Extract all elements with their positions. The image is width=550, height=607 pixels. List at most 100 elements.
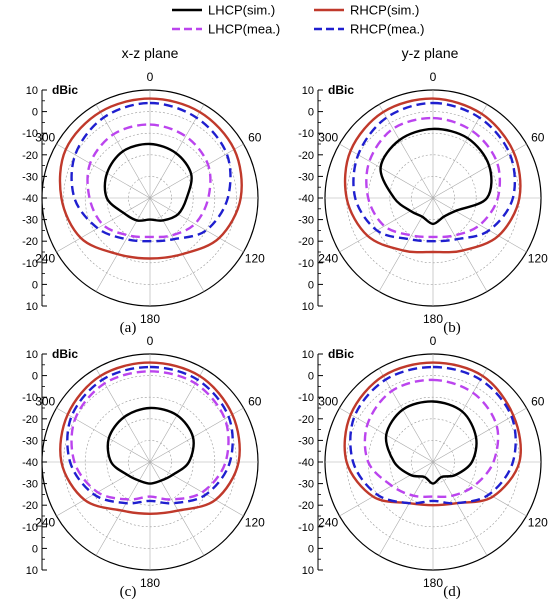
radial-tick-label: -20 bbox=[298, 500, 314, 512]
radial-axis: 10 0 -10 -20 -30 -40 -30 -20 -10 0 10 bbox=[298, 349, 323, 577]
angle-label: 180 bbox=[140, 312, 160, 326]
radial-tick-label: 10 bbox=[302, 85, 314, 97]
series-lhcpmea bbox=[363, 378, 500, 499]
series-rhcpmea bbox=[352, 101, 517, 243]
angle-label: 180 bbox=[140, 576, 160, 590]
angle-label: 180 bbox=[423, 576, 443, 590]
angle-label: 60 bbox=[531, 131, 545, 145]
grid-spoke bbox=[56, 407, 151, 463]
radial-tick-label: 0 bbox=[308, 371, 314, 383]
radial-axis: 10 0 -10 -20 -30 -40 -30 -20 -10 0 10 bbox=[22, 85, 47, 313]
angle-label: 0 bbox=[147, 334, 154, 348]
unit-label: dBic bbox=[52, 83, 78, 97]
radial-tick-label: -10 bbox=[22, 392, 38, 404]
radial-tick-label: -40 bbox=[22, 457, 38, 469]
radial-tick-label: -30 bbox=[298, 215, 314, 227]
radial-tick-label: -20 bbox=[22, 414, 38, 426]
radial-tick-label: 10 bbox=[26, 85, 38, 97]
radial-tick-label: -30 bbox=[22, 479, 38, 491]
angle-label: 300 bbox=[318, 131, 338, 145]
grid-spoke bbox=[339, 197, 434, 253]
grid-spoke bbox=[149, 461, 205, 556]
angle-label: 180 bbox=[423, 312, 443, 326]
series-rhcpmea bbox=[70, 101, 232, 243]
radial-axis: 10 0 -10 -20 -30 -40 -30 -20 -10 0 10 bbox=[298, 85, 323, 313]
series-rhcpsim bbox=[58, 97, 243, 260]
angle-label: 0 bbox=[430, 334, 437, 348]
radial-axis: 10 0 -10 -20 -30 -40 -30 -20 -10 0 10 bbox=[22, 349, 47, 577]
panel-caption: (d) bbox=[443, 584, 461, 600]
grid-spoke bbox=[378, 104, 434, 199]
radial-tick-label: -20 bbox=[22, 150, 38, 162]
angle-label: 120 bbox=[245, 516, 265, 530]
grid-spoke bbox=[378, 368, 434, 463]
grid-spoke bbox=[95, 197, 151, 292]
grid-spoke bbox=[149, 104, 205, 199]
radial-tick-label: -20 bbox=[298, 150, 314, 162]
grid-spoke bbox=[432, 104, 488, 199]
radial-tick-label: 0 bbox=[308, 107, 314, 119]
angle-label: 240 bbox=[35, 252, 55, 266]
angle-label: 0 bbox=[147, 70, 154, 84]
legend-label: RHCP(mea.) bbox=[350, 22, 424, 37]
legend: LHCP(sim.) RHCP(sim.) LHCP(mea.) RHCP(mea.) bbox=[172, 3, 424, 37]
polar-panel-d: 0 60 120 180 240 300 10 0 -10 -20 -30 -40 -30 -20 -10 0… bbox=[298, 334, 548, 600]
grid-spokes bbox=[325, 354, 541, 570]
series-rhcpsim bbox=[343, 361, 522, 507]
radial-tick-label: 10 bbox=[302, 301, 314, 313]
radial-tick-label: -10 bbox=[22, 522, 38, 534]
panel-caption: (c) bbox=[120, 584, 137, 600]
radial-tick-label: -30 bbox=[298, 171, 314, 183]
grid-spoke bbox=[378, 197, 434, 292]
angle-label: 60 bbox=[248, 131, 262, 145]
angle-label: 240 bbox=[318, 252, 338, 266]
radial-tick-label: -40 bbox=[22, 193, 38, 205]
radial-tick-label: -40 bbox=[298, 457, 314, 469]
radial-tick-label: -30 bbox=[22, 215, 38, 227]
radial-tick-label: 0 bbox=[308, 543, 314, 555]
legend-entry-2: RHCP(sim.) bbox=[314, 3, 419, 18]
panels: 0 60 120 180 240 300 10 0 -10 -20 -30 -40 -30 -20 -10 0… bbox=[22, 45, 548, 600]
grid-spoke bbox=[149, 197, 244, 253]
radial-tick-label: -20 bbox=[298, 414, 314, 426]
panel-title: y-z plane bbox=[402, 45, 459, 61]
radial-tick-label: -20 bbox=[298, 236, 314, 248]
series-rhcpmea bbox=[66, 365, 234, 505]
legend-entry-3: LHCP(mea.) bbox=[172, 22, 280, 37]
grid-spoke bbox=[56, 461, 151, 517]
grid-spokes bbox=[325, 90, 541, 306]
radial-tick-label: 0 bbox=[32, 543, 38, 555]
series-lhcpsim bbox=[106, 406, 195, 485]
radial-tick-label: -40 bbox=[298, 193, 314, 205]
radial-tick-label: 0 bbox=[32, 279, 38, 291]
panel-title: x-z plane bbox=[122, 45, 179, 61]
radial-tick-label: -30 bbox=[298, 435, 314, 447]
radial-tick-label: 0 bbox=[308, 279, 314, 291]
radial-tick-label: -20 bbox=[22, 236, 38, 248]
grid-spoke bbox=[56, 197, 151, 253]
angle-label: 240 bbox=[35, 516, 55, 530]
series-lhcpmea bbox=[365, 116, 502, 239]
radial-tick-label: 10 bbox=[302, 349, 314, 361]
radial-tick-label: -20 bbox=[22, 500, 38, 512]
series-lhcpsim bbox=[384, 400, 478, 485]
series-lhcpsim bbox=[103, 142, 193, 222]
series-lhcpmea bbox=[86, 123, 212, 239]
legend-entry-4: RHCP(mea.) bbox=[314, 22, 424, 37]
polar-panel-a: 0 60 120 180 240 300 10 0 -10 -20 -30 -40 -30 -20 -10 0… bbox=[22, 45, 265, 336]
radial-tick-label: -10 bbox=[22, 128, 38, 140]
grid-spoke bbox=[432, 197, 527, 253]
grid-spoke bbox=[149, 197, 205, 292]
series-rhcpsim bbox=[343, 97, 522, 254]
grid-spoke bbox=[432, 368, 488, 463]
panel-caption: (a) bbox=[120, 320, 137, 336]
angle-label: 60 bbox=[531, 395, 545, 409]
unit-label: dBic bbox=[328, 347, 354, 361]
radial-tick-label: -30 bbox=[22, 171, 38, 183]
angle-label: 60 bbox=[248, 395, 262, 409]
radial-tick-label: 10 bbox=[26, 301, 38, 313]
radial-tick-label: -10 bbox=[298, 522, 314, 534]
radial-tick-label: -10 bbox=[298, 258, 314, 270]
series-rhcpmea bbox=[349, 365, 517, 505]
